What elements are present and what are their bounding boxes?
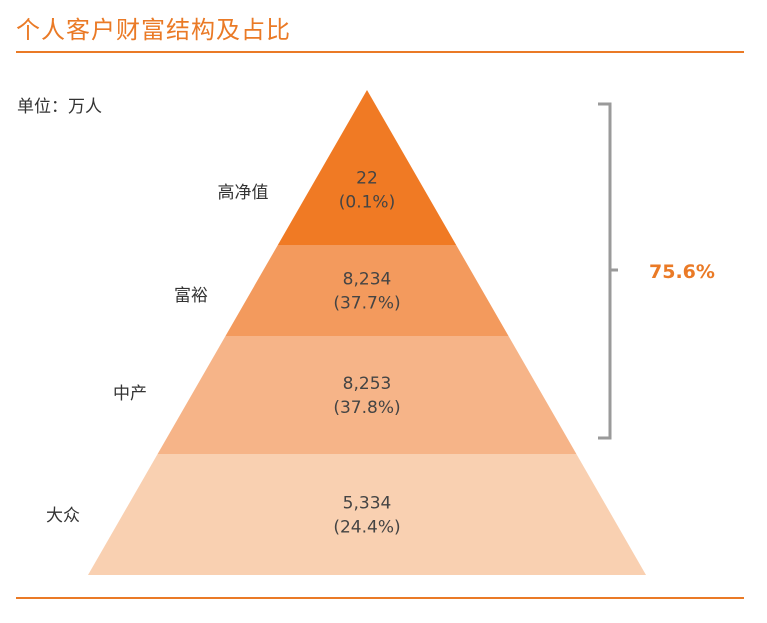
title-underline xyxy=(16,51,744,53)
tier-category-label: 中产 xyxy=(113,384,147,404)
pyramid-tier-3 xyxy=(88,454,646,575)
unit-label: 单位：万人 xyxy=(17,97,102,117)
tier-percent-label: (24.4%) xyxy=(333,518,400,538)
bottom-rule xyxy=(16,597,744,599)
tier-category-label: 富裕 xyxy=(174,286,208,306)
tier-percent-label: (37.8%) xyxy=(333,398,400,418)
tier-value-label: 8,253 xyxy=(343,374,392,394)
pyramid-tier-1 xyxy=(225,245,509,336)
bracket-line xyxy=(598,102,618,440)
tier-value-label: 22 xyxy=(356,169,378,189)
tier-value-label: 5,334 xyxy=(343,494,392,514)
tier-category-label: 高净值 xyxy=(218,183,269,203)
tier-percent-label: (0.1%) xyxy=(339,193,395,213)
tier-category-label: 大众 xyxy=(46,506,80,526)
tier-percent-label: (37.7%) xyxy=(333,294,400,314)
chart-title: 个人客户财富结构及占比 xyxy=(16,16,291,44)
bracket-percent-label: 75.6% xyxy=(649,261,715,283)
pyramid-tier-0 xyxy=(277,90,457,245)
pyramid-tier-2 xyxy=(157,336,577,454)
tier-value-label: 8,234 xyxy=(343,270,392,290)
